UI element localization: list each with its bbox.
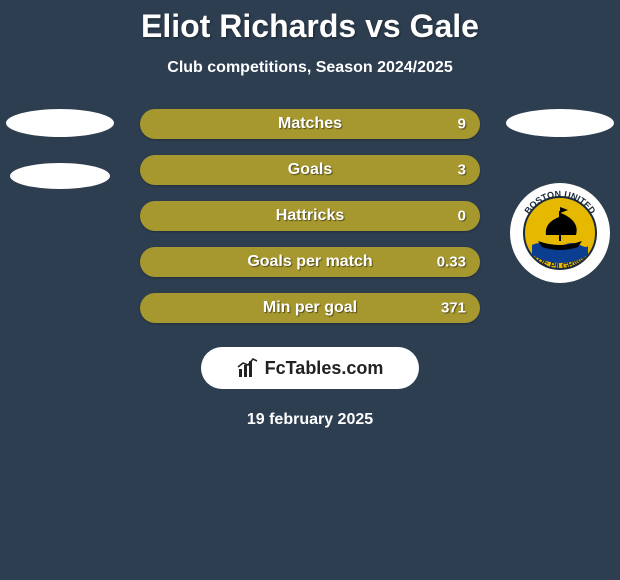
stat-bar-min-per-goal: Min per goal 371 (140, 293, 480, 323)
branding-text: FcTables.com (265, 358, 384, 379)
stat-bar-matches: Matches 9 (140, 109, 480, 139)
stat-bars: Matches 9 Goals 3 Hattricks 0 Goals per … (140, 109, 480, 323)
comparison-content: BOSTON UNITED THE PILGRIMS Matches (0, 109, 620, 323)
branding-chart-icon (237, 357, 259, 379)
page-title: Eliot Richards vs Gale (0, 0, 620, 45)
right-player-column: BOSTON UNITED THE PILGRIMS (500, 109, 620, 283)
subtitle: Club competitions, Season 2024/2025 (0, 59, 620, 77)
stat-value: 0.33 (437, 254, 466, 271)
stat-label: Goals per match (247, 253, 372, 271)
stat-label: Hattricks (276, 207, 344, 225)
stat-label: Goals (288, 161, 332, 179)
club-badge-svg: BOSTON UNITED THE PILGRIMS (510, 183, 610, 283)
stat-label: Min per goal (263, 299, 357, 317)
stat-value: 3 (458, 162, 466, 179)
stat-label: Matches (278, 115, 342, 133)
date-text: 19 february 2025 (0, 411, 620, 429)
right-player-avatar-placeholder (506, 109, 614, 137)
stat-value: 371 (441, 300, 466, 317)
club-badge-boston-united: BOSTON UNITED THE PILGRIMS (510, 183, 610, 283)
stat-bar-hattricks: Hattricks 0 (140, 201, 480, 231)
left-player-avatar-placeholder-2 (10, 163, 110, 189)
left-player-avatar-placeholder-1 (6, 109, 114, 137)
stat-bar-goals-per-match: Goals per match 0.33 (140, 247, 480, 277)
left-player-column (0, 109, 120, 189)
stat-value: 9 (458, 116, 466, 133)
stat-value: 0 (458, 208, 466, 225)
branding-pill[interactable]: FcTables.com (201, 347, 419, 389)
stat-bar-goals: Goals 3 (140, 155, 480, 185)
